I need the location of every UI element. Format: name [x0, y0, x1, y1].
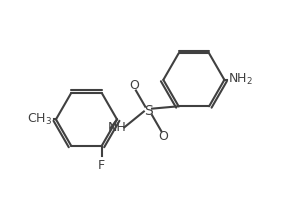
Text: NH: NH — [108, 121, 127, 134]
Text: O: O — [158, 130, 168, 143]
Text: F: F — [98, 159, 105, 171]
Text: CH$_3$: CH$_3$ — [27, 112, 53, 127]
Text: S: S — [144, 104, 153, 118]
Text: O: O — [130, 79, 140, 92]
Text: NH$_2$: NH$_2$ — [228, 72, 253, 87]
